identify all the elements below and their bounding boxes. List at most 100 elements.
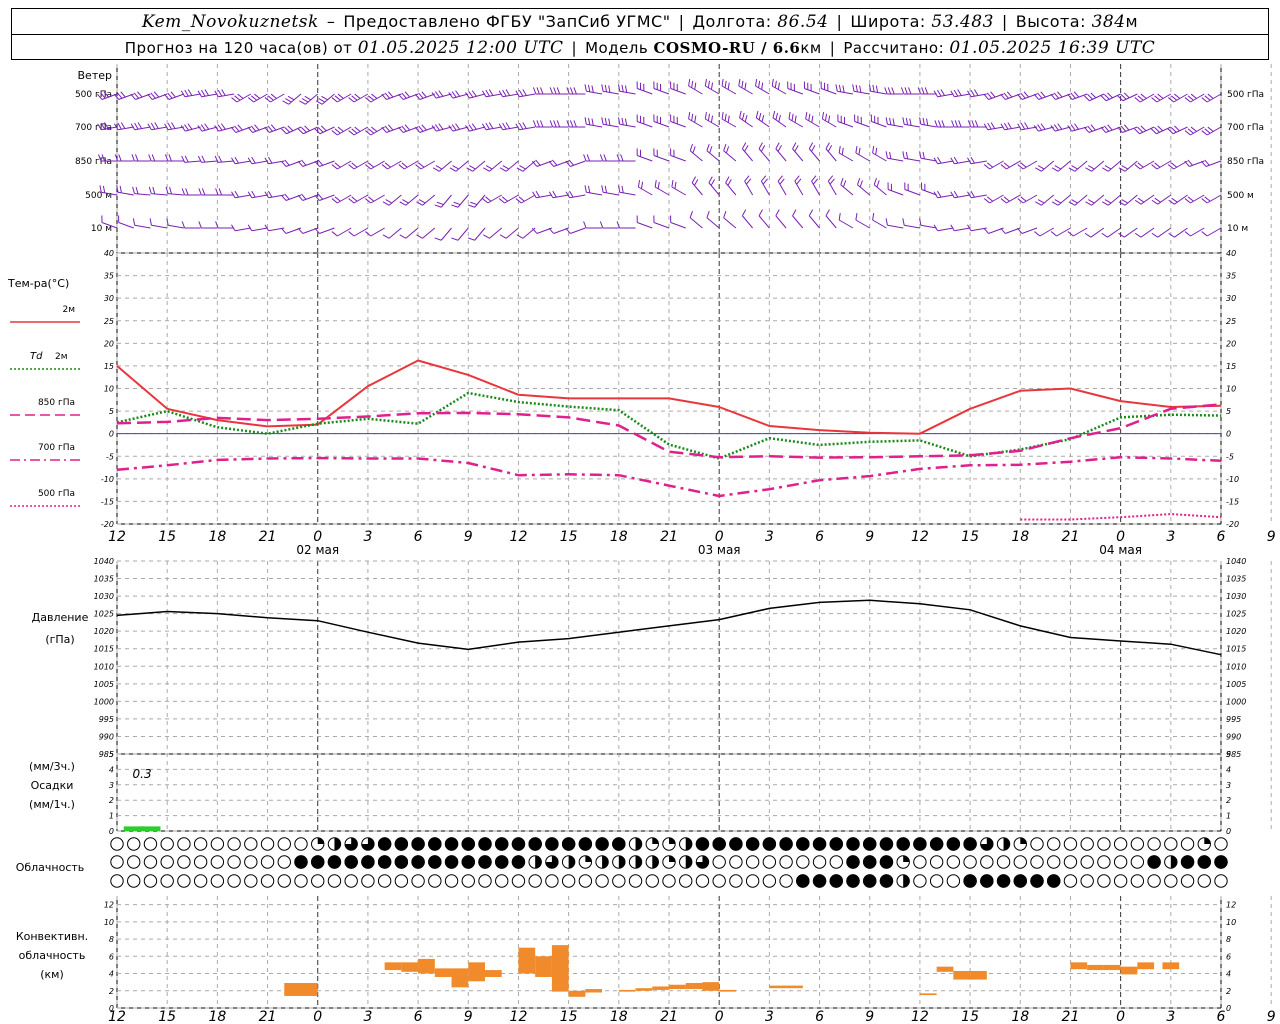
wind-barb-feather [471, 90, 477, 97]
wind-barb [741, 148, 754, 162]
convective-bar [652, 986, 669, 990]
wind-barb-feather [601, 117, 604, 125]
cloud-cover-fill [1003, 837, 1010, 851]
wind-barb-feather [1068, 201, 1076, 206]
wind-barb-feather [181, 155, 186, 163]
cloud-cover-symbol [829, 855, 843, 869]
wind-barb-feather [1020, 162, 1027, 168]
temp-tick-left: -15 [101, 497, 114, 506]
wind-barb-feather [416, 234, 423, 239]
wind-barb-feather [885, 218, 888, 226]
wind-barb [775, 148, 787, 162]
temp-series-2 [116, 403, 1222, 459]
wind-barb [1074, 194, 1088, 206]
wind-barb [1073, 227, 1088, 237]
cloud-cover-fill [1047, 874, 1061, 888]
wind-barb-feather [368, 162, 375, 168]
wind-barb-feather [469, 165, 476, 170]
calc-time: 01.05.2025 16:39 UTC [949, 37, 1156, 58]
wind-barb-feather [147, 93, 153, 100]
pressure-tick-left: 1010 [94, 662, 114, 671]
cloud-cover-symbol [411, 874, 425, 888]
wind-barb-feather [821, 112, 825, 120]
wind-barb-feather [758, 142, 763, 149]
precip-max-label: 0.3 [133, 767, 152, 781]
wind-barb-feather [348, 130, 355, 136]
hour-tick-label-bottom: 6 [414, 1009, 423, 1024]
pressure-tick-right: 1040 [1226, 557, 1246, 566]
wind-title: Ветер [78, 69, 112, 82]
cloud-cover-fill [612, 837, 626, 851]
wind-barb [1107, 227, 1121, 238]
calc-label: Рассчитано: [843, 38, 945, 57]
wind-barb-feather [368, 196, 375, 202]
cloud-cover-symbol [127, 855, 141, 869]
wind-barb-feather [724, 80, 727, 88]
wind-barb-feather [481, 123, 487, 131]
wind-barb [706, 217, 720, 229]
wind-barb [452, 126, 469, 132]
wind-barb [586, 191, 603, 196]
hour-tick-label: 0 [313, 529, 322, 545]
wind-barb-feather [1067, 231, 1074, 237]
wind-barb-feather [588, 117, 591, 125]
wind-barb [758, 148, 770, 162]
wind-barb [134, 126, 151, 131]
hour-tick-label: 9 [1267, 529, 1276, 545]
wind-barb-feather [368, 95, 375, 101]
wind-barb-feather [168, 154, 172, 162]
cloud-cover-fill [685, 855, 692, 869]
wind-barb-feather [1184, 97, 1191, 103]
wind-barb-feather [1020, 122, 1026, 130]
wind-barb-feather [498, 90, 504, 98]
cloud-cover-fill [618, 855, 626, 869]
wind-barb-feather [282, 100, 289, 105]
wind-barb [708, 182, 720, 196]
wind-barb-feather [135, 154, 139, 162]
cloud-cover-symbol [127, 837, 141, 851]
wind-barb-feather [267, 95, 274, 101]
wind-barb-feather [153, 91, 160, 98]
wind-barb-feather [247, 224, 253, 232]
wind-barb [1206, 194, 1222, 204]
wind-barb [151, 193, 168, 196]
wind-barb-feather [502, 165, 510, 170]
wind-barb-feather [154, 122, 159, 129]
wind-barb-feather [214, 155, 219, 163]
cloud-cover-fill [796, 874, 810, 888]
wind-barb-feather [1204, 196, 1211, 202]
precip-unit-3h: (мм/3ч.) [29, 760, 75, 773]
wind-barb-feather [919, 117, 922, 125]
wind-barb-feather [919, 151, 922, 159]
wind-barb-feather [1050, 93, 1056, 100]
wind-barb-feather [451, 204, 459, 208]
wind-barb-feather [671, 180, 674, 188]
cloud-cover-symbol [160, 855, 174, 869]
wind-barb-feather [986, 196, 994, 202]
cloud-cover-symbol [762, 855, 777, 869]
wind-barb [1140, 194, 1155, 205]
temp-tick-left: 20 [104, 339, 114, 348]
cloud-cover-symbol [210, 855, 225, 869]
cloud-cover-symbol [545, 874, 559, 888]
wind-barb-feather [1104, 199, 1112, 204]
precip-bar [140, 826, 161, 831]
wind-barb [1174, 194, 1188, 205]
pressure-unit: (гПа) [45, 633, 74, 646]
cloud-cover-symbol [294, 837, 308, 851]
wind-barb-feather [721, 79, 724, 87]
wind-barb-feather [805, 112, 808, 120]
wind-barb-feather [811, 145, 816, 152]
wind-barb-feather [348, 231, 355, 237]
wind-barb [469, 126, 486, 132]
wind-barb [725, 182, 737, 196]
wind-barb-feather [104, 122, 109, 129]
wind-barb-feather [777, 175, 783, 182]
precip-tick-right: 1 [1226, 812, 1231, 821]
wind-barb-feather [788, 112, 791, 120]
hour-tick-label-bottom: 21 [1062, 1009, 1080, 1024]
cloud-cover-symbol [578, 874, 593, 888]
wind-barb [419, 126, 435, 133]
pressure-tick-left: 995 [99, 715, 114, 724]
wind-barb-feather [247, 126, 253, 133]
